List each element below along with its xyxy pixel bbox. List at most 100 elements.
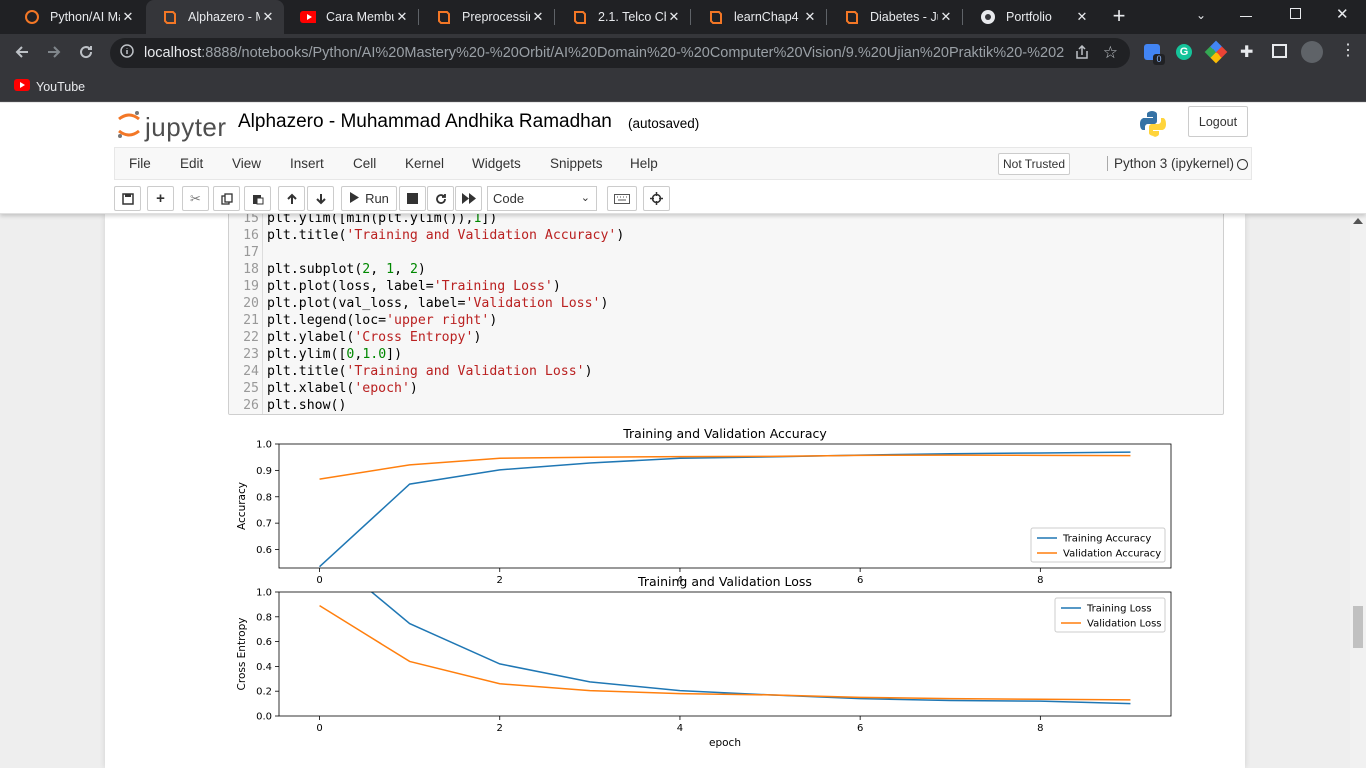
- y-tick-label: 0.6: [256, 545, 272, 556]
- cut-icon[interactable]: ✂: [182, 186, 209, 211]
- close-icon[interactable]: ✕: [668, 9, 680, 24]
- y-axis-label: Accuracy: [236, 482, 248, 530]
- close-icon[interactable]: ✕: [262, 9, 274, 24]
- new-tab-button[interactable]: +: [1112, 3, 1126, 28]
- sidepanel-icon[interactable]: [1272, 44, 1287, 58]
- y-tick-label: 0.2: [256, 687, 272, 698]
- x-axis-label: epoch: [709, 737, 741, 749]
- url-text[interactable]: localhost:8888/notebooks/Python/AI%20Mas…: [144, 45, 1064, 61]
- bookmark-youtube[interactable]: YouTube: [14, 79, 85, 94]
- forward-icon[interactable]: [40, 38, 68, 66]
- avatar[interactable]: [1301, 41, 1323, 63]
- code-cell[interactable]: 15 plt.ylim([min(plt.ylim()),1]) 16 plt.tit…: [228, 214, 1224, 415]
- close-window-icon[interactable]: ✕: [1336, 6, 1349, 23]
- tab-telco-churn[interactable]: 2.1. Telco Chu ✕: [556, 0, 690, 34]
- site-info-icon[interactable]: [120, 43, 134, 63]
- restore-icon[interactable]: [1290, 8, 1301, 19]
- notebook-site[interactable]: 15 plt.ylim([min(plt.ylim()),1]) 16 plt.tit…: [0, 214, 1350, 768]
- y-tick-label: 0.4: [256, 662, 272, 673]
- move-down-icon[interactable]: [307, 186, 334, 211]
- back-icon[interactable]: [8, 38, 36, 66]
- crosshairs-icon[interactable]: [643, 186, 670, 211]
- restart-icon[interactable]: [427, 186, 454, 211]
- menu-cell[interactable]: Cell: [353, 156, 377, 171]
- x-tick-label: 6: [857, 723, 863, 734]
- legend-box: [1054, 597, 1166, 633]
- tab-alphazero[interactable]: Alphazero - M ✕: [146, 0, 284, 34]
- close-icon[interactable]: ✕: [396, 9, 408, 24]
- tab-diabetes[interactable]: Diabetes - Ju ✕: [828, 0, 962, 34]
- paste-icon[interactable]: [244, 186, 271, 211]
- notebook-container: 15 plt.ylim([min(plt.ylim()),1]) 16 plt.tit…: [105, 214, 1245, 768]
- page-scrollbar[interactable]: [1350, 214, 1366, 768]
- close-icon[interactable]: ✕: [532, 9, 544, 24]
- scroll-up-icon[interactable]: [1353, 218, 1363, 224]
- line-number: 20: [243, 296, 259, 311]
- cell-type-select[interactable]: Code ⌄: [487, 186, 597, 211]
- insert-cell-icon[interactable]: +: [147, 186, 174, 211]
- menu-edit[interactable]: Edit: [180, 156, 204, 171]
- address-bar[interactable]: localhost:8888/notebooks/Python/AI%20Mas…: [110, 38, 1130, 68]
- tab-learnchap4[interactable]: learnChap4 - ✕: [692, 0, 826, 34]
- chart-title: Training and Validation Accuracy: [622, 426, 827, 441]
- grammarly-icon[interactable]: G: [1176, 44, 1192, 60]
- line-number: 26: [243, 398, 259, 413]
- logout-button[interactable]: Logout: [1188, 106, 1248, 137]
- menu-file[interactable]: File: [129, 156, 151, 171]
- share-icon[interactable]: [1074, 44, 1090, 66]
- minimize-icon[interactable]: [1240, 16, 1252, 17]
- tab-preprocessing[interactable]: Preprocessing ✕: [420, 0, 554, 34]
- move-up-icon[interactable]: [278, 186, 305, 211]
- tab-search-icon[interactable]: ⌄: [1196, 8, 1207, 22]
- color-extension-icon[interactable]: [1204, 40, 1228, 64]
- fast-forward-icon[interactable]: [455, 186, 482, 211]
- run-button[interactable]: Run: [341, 186, 397, 211]
- x-tick-label: 2: [497, 723, 503, 734]
- orbit-icon: [24, 9, 40, 25]
- menu-snippets[interactable]: Snippets: [550, 156, 603, 171]
- close-icon[interactable]: ✕: [1076, 9, 1088, 24]
- tab-portfolio[interactable]: Portfolio ✕: [964, 0, 1098, 34]
- menu-widgets[interactable]: Widgets: [472, 156, 521, 171]
- tab-separator: [418, 9, 419, 25]
- bookmark-star-icon[interactable]: ☆: [1102, 43, 1118, 62]
- x-tick-label: 8: [1037, 723, 1043, 734]
- kernel-name: Python 3 (ipykernel): [1107, 156, 1234, 171]
- tab-python-ai[interactable]: Python/AI Ma ✕: [8, 0, 144, 34]
- copy-icon[interactable]: [213, 186, 240, 211]
- x-tick-label: 0: [316, 575, 322, 586]
- tab-separator: [690, 9, 691, 25]
- menu-view[interactable]: View: [232, 156, 262, 171]
- x-tick-label: 8: [1037, 575, 1043, 586]
- matplotlib-output: Training and Validation Accuracy 0 2 4 6 8 0.6…: [236, 426, 1172, 749]
- menu-dots-icon[interactable]: ⋮: [1340, 42, 1356, 59]
- notebook-name[interactable]: Alphazero - Muhammad Andhika Ramadhan: [238, 111, 612, 132]
- close-icon[interactable]: ✕: [804, 9, 816, 24]
- menu-kernel[interactable]: Kernel: [405, 156, 445, 171]
- accuracy-chart: Training and Validation Accuracy 0 2 4 6 8 0.6…: [236, 426, 1172, 586]
- y-tick-label: 0.9: [256, 466, 272, 477]
- scroll-thumb[interactable]: [1353, 606, 1363, 648]
- line-number: 15: [243, 214, 259, 226]
- close-icon[interactable]: ✕: [940, 9, 952, 24]
- series-line-1: [319, 454, 1131, 480]
- tab-title: Portfolio: [1006, 10, 1052, 24]
- cell-type-value: Code: [493, 191, 525, 206]
- menu-help[interactable]: Help: [630, 156, 658, 171]
- tab-cara-membuat[interactable]: Cara Membua ✕: [284, 0, 418, 34]
- trust-button[interactable]: Not Trusted: [998, 153, 1070, 175]
- keyboard-icon[interactable]: [607, 186, 637, 211]
- jupyter-logo[interactable]: jupyter: [117, 109, 227, 146]
- plot-frame: [278, 443, 1172, 569]
- line-number: 24: [243, 364, 259, 379]
- puzzle-icon[interactable]: ✚: [1240, 44, 1254, 61]
- menu-insert[interactable]: Insert: [290, 156, 324, 171]
- tab-title: learnChap4 -: [734, 10, 802, 24]
- reload-icon[interactable]: [72, 38, 100, 66]
- save-icon[interactable]: [114, 186, 141, 211]
- close-icon[interactable]: ✕: [122, 9, 134, 24]
- stop-icon[interactable]: [399, 186, 426, 211]
- code-text: plt.title('Training and Validation Loss'…: [267, 364, 593, 379]
- plot-frame: [278, 591, 1172, 717]
- y-tick-label: 0.6: [256, 637, 272, 648]
